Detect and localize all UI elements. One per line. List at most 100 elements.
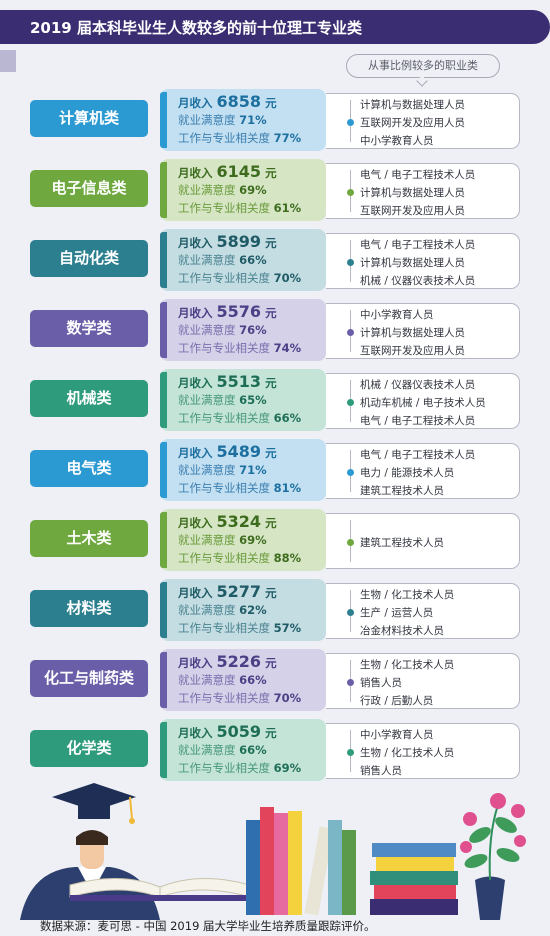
satisfaction-line: 就业满意度 71% [178,112,267,128]
major-name: 化工与制药类 [30,660,148,697]
occupation-list: 生物 / 化工技术人员 销售人员 行政 / 后勤人员 [326,653,520,709]
satisfaction-value: 66% [239,673,267,687]
income-value: 5513 [216,372,262,391]
income-label: 月收入 [178,726,213,740]
satisfaction-label: 就业满意度 [178,253,236,267]
relevance-value: 74% [273,341,302,355]
satisfaction-value: 62% [239,603,267,617]
occupation-list: 中小学教育人员 生物 / 化工技术人员 销售人员 [326,723,520,779]
major-name: 数学类 [30,310,148,347]
occupation-item: 生物 / 化工技术人员 [360,659,455,671]
timeline-dot [347,609,354,616]
occupation-list: 中小学教育人员计算机与数据处理人员 互联网开发及应用人员 [326,303,520,359]
satisfaction-label: 就业满意度 [178,323,236,337]
major-name: 电子信息类 [30,170,148,207]
occupation-list: 电气 / 电子工程技术人员 计算机与数据处理人员 互联网开发及应用人员 [326,163,520,219]
panel-tab [160,302,167,358]
satisfaction-value: 71% [239,463,267,477]
panel-tab [160,372,167,428]
potted-plant-icon [460,793,526,920]
income-line: 月收入 5576 元 [178,302,277,321]
income-line: 月收入 5059 元 [178,722,277,741]
satisfaction-line: 就业满意度 76% [178,322,267,338]
major-name: 自动化类 [30,240,148,277]
occupation-list: 电气 / 电子工程技术人员 电力 / 能源技术人员 建筑工程技术人员 [326,443,520,499]
major-row: 自动化类 月收入 5899 元就业满意度 66% 工作与专业相关度 70% 电气 / … [0,229,550,293]
satisfaction-label: 就业满意度 [178,743,236,757]
occupation-item: 建筑工程技术人员 [360,485,444,497]
satisfaction-label: 就业满意度 [178,603,236,617]
occupation-item: 互联网开发及应用人员 [360,345,465,357]
occupation-item: 计算机与数据处理人员 [360,327,465,339]
income-unit: 元 [265,306,277,320]
income-label: 月收入 [178,96,213,110]
relevance-label: 工作与专业相关度 [178,481,270,495]
major-name: 土木类 [30,520,148,557]
satisfaction-value: 69% [239,533,267,547]
income-value: 5576 [216,302,262,321]
relevance-line: 工作与专业相关度 61% [178,200,301,216]
income-unit: 元 [265,586,277,600]
satisfaction-line: 就业满意度 65% [178,392,267,408]
major-stats-panel: 月收入 5277 元就业满意度 62% 工作与专业相关度 57% [160,579,326,641]
relevance-value: 66% [273,411,302,425]
relevance-label: 工作与专业相关度 [178,411,270,425]
panel-tab [160,92,167,148]
relevance-value: 88% [273,551,302,565]
satisfaction-value: 65% [239,393,267,407]
income-value: 5059 [216,722,262,741]
occupation-item: 中小学教育人员 [360,135,434,147]
income-unit: 元 [265,96,277,110]
panel-tab [160,512,167,568]
major-stats-panel: 月收入 5513 元就业满意度 65% 工作与专业相关度 66% [160,369,326,431]
occupation-item: 互联网开发及应用人员 [360,205,465,217]
timeline-dot [347,679,354,686]
relevance-line: 工作与专业相关度 77% [178,130,301,146]
satisfaction-line: 就业满意度 66% [178,742,267,758]
relevance-line: 工作与专业相关度 88% [178,550,301,566]
relevance-line: 工作与专业相关度 74% [178,340,301,356]
occupation-item: 电气 / 电子工程技术人员 [360,415,476,427]
occupation-item: 计算机与数据处理人员 [360,99,465,111]
satisfaction-label: 就业满意度 [178,463,236,477]
income-value: 5277 [216,582,262,601]
income-label: 月收入 [178,306,213,320]
panel-tab [160,652,167,708]
satisfaction-line: 就业满意度 69% [178,182,267,198]
relevance-line: 工作与专业相关度 69% [178,760,301,776]
satisfaction-line: 就业满意度 66% [178,672,267,688]
satisfaction-value: 69% [239,183,267,197]
income-value: 5324 [216,512,262,531]
major-name: 化学类 [30,730,148,767]
occupation-item: 计算机与数据处理人员 [360,187,465,199]
relevance-value: 81% [273,481,302,495]
relevance-value: 61% [273,201,302,215]
relevance-label: 工作与专业相关度 [178,691,270,705]
major-row: 土木类 月收入 5324 元就业满意度 69% 工作与专业相关度 88% 建筑工程技术… [0,509,550,573]
occupation-item: 中小学教育人员 [360,309,434,321]
title-bar: 2019 届本科毕业生人数较多的前十位理工专业类 [0,10,550,44]
occupation-list: 建筑工程技术人员 [326,513,520,569]
occupation-item: 销售人员 [360,765,402,777]
occupation-item: 电气 / 电子工程技术人员 [360,169,476,181]
occupation-item: 机械 / 仪器仪表技术人员 [360,275,476,287]
panel-tab [160,232,167,288]
major-row: 电气类 月收入 5489 元就业满意度 71% 工作与专业相关度 81% 电气 / 电… [0,439,550,503]
occupation-list: 机械 / 仪器仪表技术人员 机动车机械 / 电子技术人员 电气 / 电子工程技术人员 [326,373,520,429]
income-label: 月收入 [178,166,213,180]
relevance-label: 工作与专业相关度 [178,761,270,775]
relevance-line: 工作与专业相关度 81% [178,480,301,496]
income-unit: 元 [265,656,277,670]
income-value: 5899 [216,232,262,251]
satisfaction-line: 就业满意度 62% [178,602,267,618]
major-row: 数学类 月收入 5576 元就业满意度 76% 工作与专业相关度 74% 中小学教育人… [0,299,550,363]
timeline-dot [347,119,354,126]
major-name: 电气类 [30,450,148,487]
data-source-note: 数据来源：麦可思 - 中国 2019 届大学毕业生培养质量跟踪评价。 [40,919,376,933]
timeline-dot [347,189,354,196]
income-value: 6145 [216,162,262,181]
relevance-value: 70% [273,691,302,705]
occupation-item: 行政 / 后勤人员 [360,695,434,707]
timeline-dot [347,749,354,756]
occupation-item: 中小学教育人员 [360,729,434,741]
